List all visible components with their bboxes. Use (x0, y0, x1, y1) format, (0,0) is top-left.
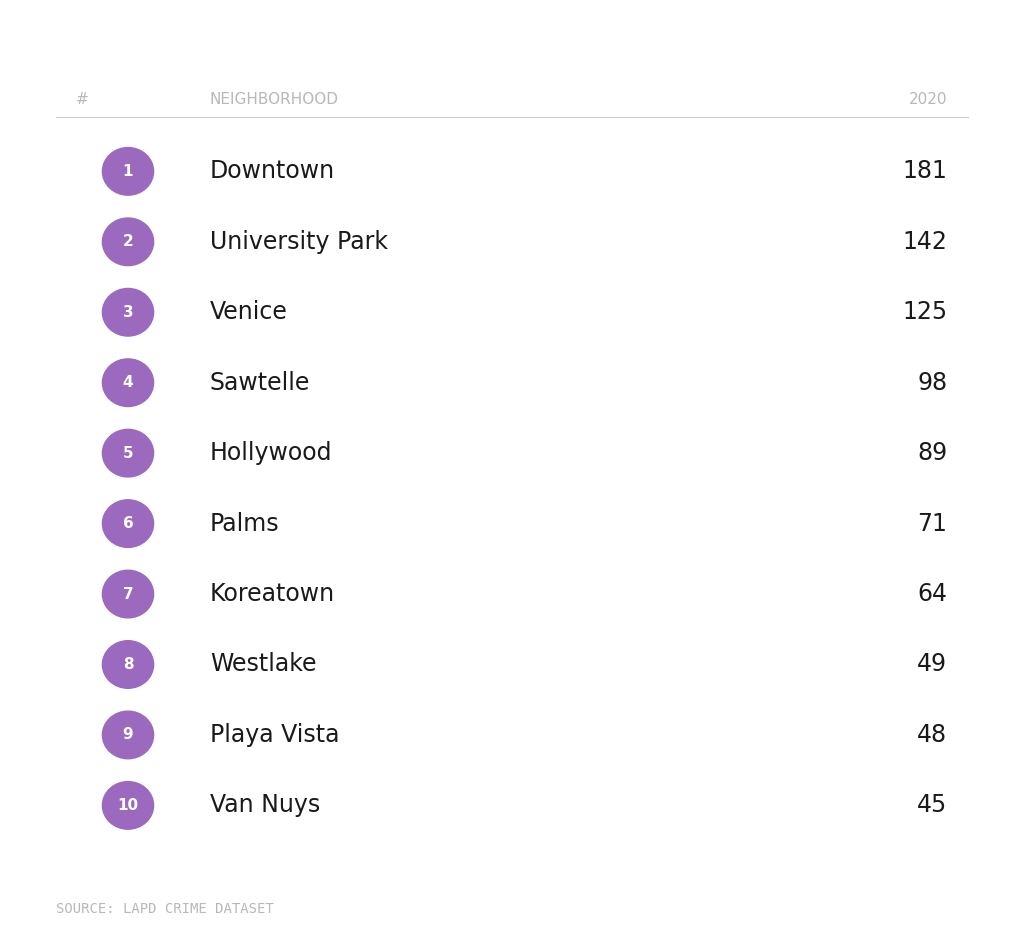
Text: 45: 45 (916, 793, 947, 818)
Circle shape (102, 782, 154, 829)
Text: Hollywood: Hollywood (210, 441, 333, 466)
Text: 49: 49 (918, 652, 947, 677)
Text: 98: 98 (918, 370, 947, 395)
Circle shape (102, 429, 154, 477)
Text: 3: 3 (123, 305, 133, 320)
Text: 125: 125 (902, 300, 947, 325)
Circle shape (102, 570, 154, 618)
Text: SOURCE: LAPD CRIME DATASET: SOURCE: LAPD CRIME DATASET (56, 902, 274, 916)
Text: 6: 6 (123, 516, 133, 531)
Text: 2020: 2020 (908, 92, 947, 108)
Text: 10: 10 (118, 798, 138, 813)
Text: 8: 8 (123, 657, 133, 672)
Circle shape (102, 288, 154, 336)
Text: 89: 89 (918, 441, 947, 466)
Text: 48: 48 (918, 723, 947, 747)
Circle shape (102, 218, 154, 266)
Text: 142: 142 (902, 229, 947, 254)
Text: Koreatown: Koreatown (210, 582, 335, 606)
Text: 64: 64 (918, 582, 947, 606)
Text: Downtown: Downtown (210, 159, 335, 184)
Text: 71: 71 (918, 511, 947, 536)
Text: Venice: Venice (210, 300, 288, 325)
Text: #: # (76, 92, 88, 108)
Circle shape (102, 148, 154, 195)
Text: 4: 4 (123, 375, 133, 390)
Circle shape (102, 641, 154, 688)
Text: 181: 181 (902, 159, 947, 184)
Circle shape (102, 359, 154, 407)
Text: Playa Vista: Playa Vista (210, 723, 339, 747)
Text: NEIGHBORHOOD: NEIGHBORHOOD (210, 92, 339, 108)
Text: 7: 7 (123, 586, 133, 602)
Text: 5: 5 (123, 446, 133, 461)
Text: Westlake: Westlake (210, 652, 316, 677)
Text: Palms: Palms (210, 511, 280, 536)
Text: Sawtelle: Sawtelle (210, 370, 310, 395)
Text: 2: 2 (123, 234, 133, 249)
Text: 9: 9 (123, 727, 133, 743)
Text: Van Nuys: Van Nuys (210, 793, 321, 818)
Text: University Park: University Park (210, 229, 388, 254)
Text: 1: 1 (123, 164, 133, 179)
Circle shape (102, 500, 154, 547)
Circle shape (102, 711, 154, 759)
